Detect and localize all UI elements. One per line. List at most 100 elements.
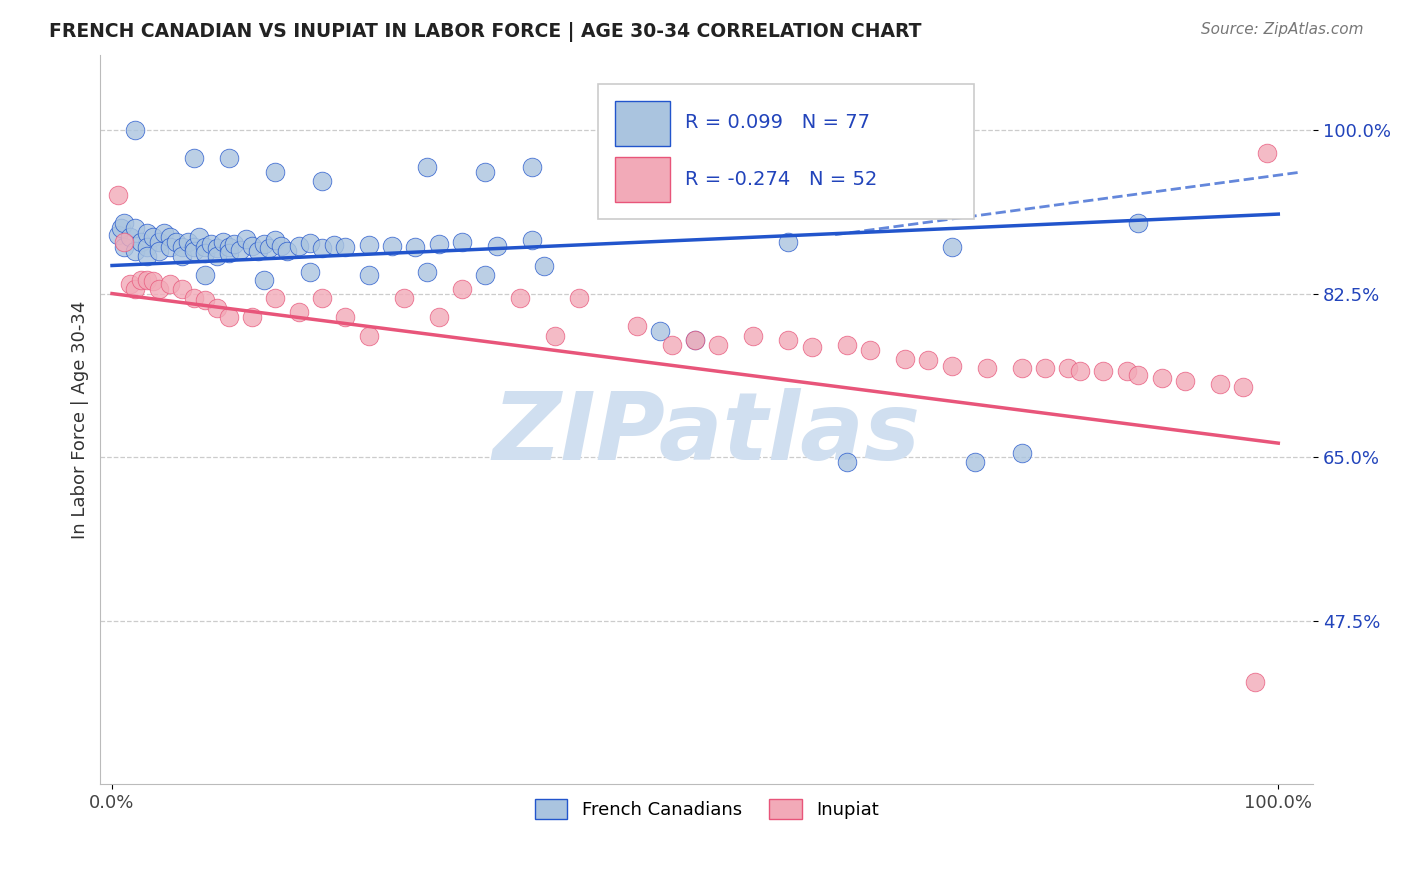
Point — [1128, 368, 1150, 382]
Point — [194, 268, 217, 282]
Point — [112, 240, 135, 254]
Point — [404, 240, 426, 254]
Point — [253, 272, 276, 286]
FancyBboxPatch shape — [614, 157, 671, 202]
Point — [240, 310, 263, 324]
Point — [474, 268, 496, 282]
Point — [148, 282, 170, 296]
Point — [264, 233, 287, 247]
Point — [311, 241, 333, 255]
Point — [118, 230, 141, 244]
Point — [142, 230, 165, 244]
Point — [1128, 216, 1150, 230]
Point — [205, 301, 228, 315]
Point — [218, 246, 240, 260]
Point — [129, 235, 152, 249]
Point — [270, 239, 292, 253]
Point — [1011, 361, 1033, 376]
Point — [159, 240, 181, 254]
Point — [427, 310, 450, 324]
Point — [941, 240, 963, 254]
Point — [107, 227, 129, 242]
Point — [183, 151, 205, 165]
Point — [485, 239, 508, 253]
Point — [183, 244, 205, 259]
Point — [287, 305, 309, 319]
Point — [742, 328, 765, 343]
Point — [194, 240, 217, 254]
Point — [835, 338, 858, 352]
Point — [118, 277, 141, 292]
Text: R = 0.099   N = 77: R = 0.099 N = 77 — [685, 113, 870, 133]
Point — [963, 455, 986, 469]
Point — [1232, 380, 1254, 394]
Point — [205, 249, 228, 263]
Point — [778, 334, 800, 348]
Point — [859, 343, 882, 357]
Point — [427, 237, 450, 252]
Point — [136, 226, 159, 240]
Point — [976, 361, 998, 376]
Point — [1011, 445, 1033, 459]
Point — [159, 230, 181, 244]
Point — [683, 334, 706, 348]
Point — [129, 272, 152, 286]
Point — [240, 239, 263, 253]
Point — [259, 241, 281, 255]
Point — [136, 272, 159, 286]
Point — [148, 244, 170, 259]
Point — [183, 240, 205, 254]
Legend: French Canadians, Inupiat: French Canadians, Inupiat — [527, 792, 886, 827]
Point — [177, 235, 200, 249]
FancyBboxPatch shape — [598, 85, 974, 219]
Point — [299, 265, 322, 279]
Point — [124, 244, 146, 259]
Point — [159, 277, 181, 292]
Point — [211, 235, 233, 249]
Point — [626, 319, 648, 334]
Point — [357, 238, 380, 252]
Point — [205, 241, 228, 255]
Point — [218, 151, 240, 165]
Point — [188, 230, 211, 244]
Point — [194, 246, 217, 260]
Point — [153, 226, 176, 240]
Point — [509, 291, 531, 305]
Point — [416, 265, 439, 279]
Point — [894, 351, 917, 366]
Point — [683, 334, 706, 348]
Point — [1057, 361, 1080, 376]
Point — [1209, 377, 1232, 392]
Point — [218, 310, 240, 324]
Point — [1244, 674, 1267, 689]
Point — [165, 235, 187, 249]
Point — [299, 236, 322, 251]
Point — [451, 282, 474, 296]
Text: Source: ZipAtlas.com: Source: ZipAtlas.com — [1201, 22, 1364, 37]
FancyBboxPatch shape — [614, 101, 671, 145]
Text: FRENCH CANADIAN VS INUPIAT IN LABOR FORCE | AGE 30-34 CORRELATION CHART: FRENCH CANADIAN VS INUPIAT IN LABOR FORC… — [49, 22, 922, 42]
Point — [917, 353, 939, 368]
Point — [335, 310, 357, 324]
Point — [287, 239, 309, 253]
Point — [392, 291, 415, 305]
Point — [451, 235, 474, 249]
Point — [835, 455, 858, 469]
Point — [650, 324, 672, 338]
Point — [107, 188, 129, 202]
Point — [1115, 364, 1137, 378]
Point — [112, 235, 135, 249]
Point — [170, 249, 193, 263]
Point — [218, 240, 240, 254]
Point — [148, 235, 170, 249]
Point — [1256, 146, 1278, 161]
Point — [661, 338, 683, 352]
Point — [311, 291, 333, 305]
Point — [357, 268, 380, 282]
Text: ZIPatlas: ZIPatlas — [492, 388, 921, 481]
Point — [183, 291, 205, 305]
Point — [707, 338, 730, 352]
Point — [544, 328, 567, 343]
Point — [1150, 370, 1173, 384]
Point — [416, 161, 439, 175]
